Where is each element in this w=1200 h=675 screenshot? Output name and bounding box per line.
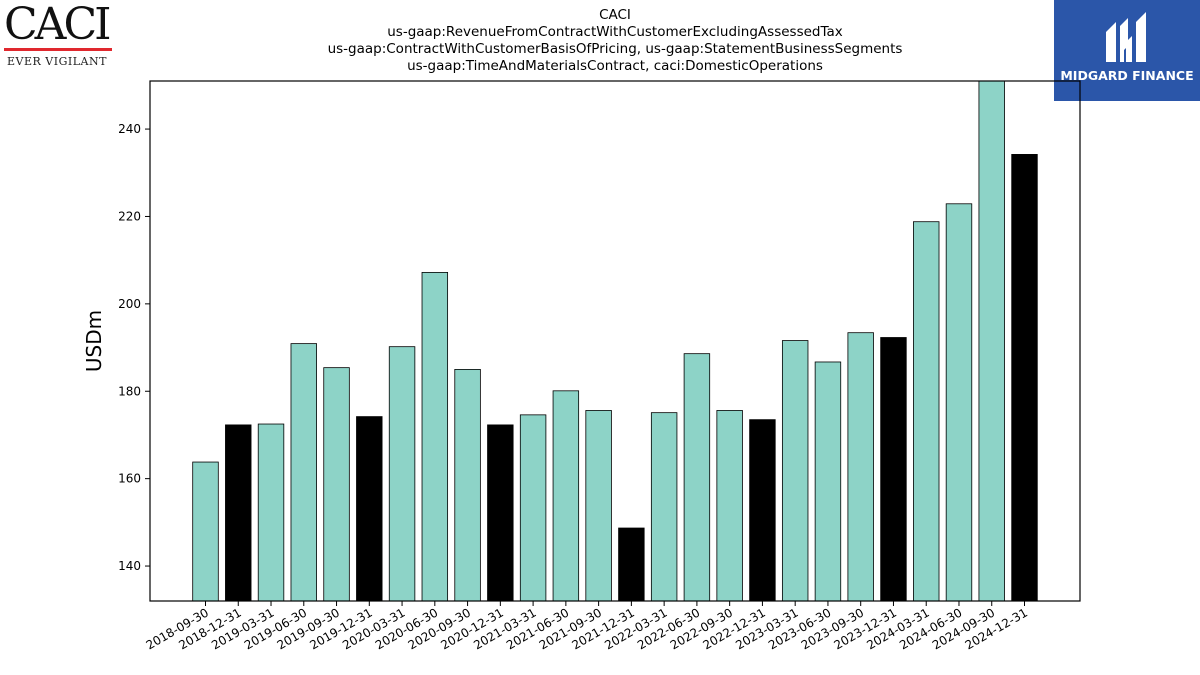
bar-2022-03-31 (650, 412, 678, 602)
y-tick-label: 140 (118, 559, 141, 573)
bar-2021-03-31 (519, 414, 547, 602)
midgard-finance-name: MIDGARD FINANCE (1060, 68, 1194, 83)
chart-title-line: us-gaap:RevenueFromContractWithCustomerE… (387, 24, 843, 40)
bar-2021-12-31 (618, 527, 645, 602)
bar-2021-06-30 (552, 390, 580, 602)
caci-logo: CACI EVER VIGILANT (4, 2, 114, 68)
bar-2018-09-30 (192, 461, 219, 602)
bar-2018-12-31 (225, 424, 252, 602)
bar-2024-09-30 (978, 80, 1005, 602)
bar-2023-06-30 (814, 361, 842, 602)
bar-2023-03-31 (781, 340, 809, 602)
chart-title-line: CACI (599, 7, 631, 23)
bar-2022-06-30 (683, 353, 711, 602)
bar-2022-09-30 (716, 410, 743, 602)
bar-2019-03-31 (257, 423, 285, 602)
caci-logo-rule (4, 48, 112, 51)
y-tick-label: 220 (118, 209, 141, 223)
bar-2024-03-31 (913, 221, 940, 602)
caci-wordmark: CACI (4, 0, 111, 50)
bar-2023-09-30 (847, 332, 874, 602)
midgard-finance-logo: MIDGARD FINANCE (1054, 0, 1200, 101)
bar-2020-09-30 (454, 369, 481, 602)
caci-tagline: EVER VIGILANT (7, 55, 107, 68)
bar-2019-12-31 (356, 416, 383, 602)
y-tick-label: 160 (118, 472, 141, 486)
y-tick-label: 240 (118, 122, 141, 136)
bar-2024-06-30 (945, 203, 973, 602)
bar-2020-12-31 (487, 424, 514, 602)
bar-2019-09-30 (323, 367, 350, 602)
bar-2022-12-31 (749, 419, 776, 602)
bar-2021-09-30 (585, 410, 612, 602)
midgard-emblem-icon (1106, 12, 1146, 62)
bar-2019-06-30 (290, 343, 317, 602)
plot-frame (149, 80, 1081, 602)
chart-title: CACI us-gaap:RevenueFromContractWithCust… (250, 7, 980, 75)
bar-2020-03-31 (388, 346, 416, 602)
y-tick-label: 180 (118, 384, 141, 398)
y-tick-label: 200 (118, 297, 141, 311)
bar-2023-12-31 (880, 337, 907, 602)
y-axis-label: USDm (82, 310, 106, 372)
bar-2020-06-30 (421, 271, 449, 602)
bar-2024-12-31 (1011, 154, 1038, 602)
chart-title-line: us-gaap:ContractWithCustomerBasisOfPrici… (327, 41, 903, 57)
chart-title-line: us-gaap:TimeAndMaterialsContract, caci:D… (407, 58, 823, 74)
